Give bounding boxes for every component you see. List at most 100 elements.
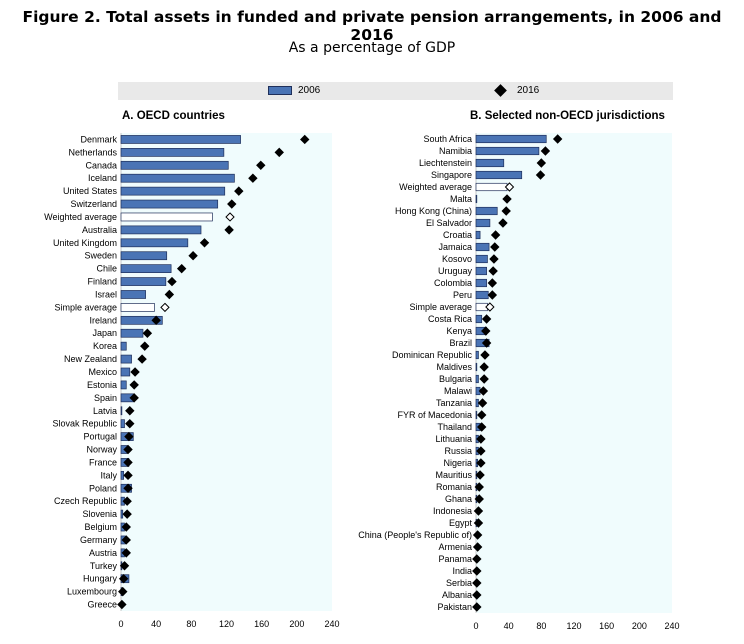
panel-a-category-label: Poland [89,483,117,493]
panel-b-category-label: Indonesia [433,506,472,516]
panel-a-category-label: New Zealand [64,354,117,364]
panel-a-marker-2016 [118,586,128,597]
panel-a-marker-2016 [129,380,139,390]
panel-a-x-tick-label: 0 [118,619,123,629]
panel-a-category-label: Czech Republic [54,496,118,506]
panel-a-marker-2016 [248,173,258,183]
panel-a-category-label: Estonia [87,380,117,390]
panel-a-category-label: Denmark [80,134,117,144]
panel-a-marker-2016 [121,535,131,545]
panel-a-marker-2016 [167,276,177,287]
panel-a-marker-2016 [121,548,131,558]
panel-a-title: A. OECD countries [122,110,225,122]
panel-a-marker-2016 [199,238,210,248]
panel-a-category-label: Switzerland [70,199,117,209]
panel-a-category-label: Israel [95,289,117,299]
panel-b-marker-2016 [552,134,563,144]
panel-a-bar-2006 [120,160,229,170]
panel-b-marker-2016 [477,422,487,432]
panel-b-marker-2016 [490,242,500,252]
panel-b-category-label: Singapore [431,170,472,180]
panel-b-title: B. Selected non-OECD jurisdictions [470,110,665,122]
panel-b-bar-2006 [475,314,483,324]
panel-b-category-label: Tanzania [436,398,472,408]
panel-a-marker-2016 [117,599,127,610]
panel-a-marker-2016 [227,199,237,209]
panel-b-marker-2016 [472,602,482,612]
panel-a-category-label: Weighted average [44,212,117,222]
panel-b-category-label: Kosovo [442,254,472,264]
panel-a-marker-2016 [119,561,130,571]
panel-b-marker-2016 [504,182,515,192]
panel-b-category-label: Thailand [437,422,472,432]
panel-b-category-label: Pakistan [437,602,472,612]
panel-b-marker-2016 [472,590,482,600]
panel-b-marker-2016 [481,314,492,324]
panel-a-category-label: Turkey [90,561,118,571]
panel-a-marker-2016 [225,212,235,222]
panel-b-bar-2006 [475,242,490,252]
panel-a-marker-2016 [118,573,129,584]
panel-a-marker-2016 [300,134,310,145]
panel-a-bar-2006 [120,199,219,209]
panel-b-category-label: China (People's Republic of) [358,530,472,540]
panel-a-bar-2006 [120,290,146,299]
panel-a-marker-2016 [142,328,153,338]
panel-b-marker-2016 [472,566,482,576]
panel-a-category-label: Spain [94,393,117,403]
legend-item-2006: 2006 [268,84,320,98]
panel-a-marker-2016 [125,418,135,429]
panel-b-marker-2016 [487,290,498,300]
panel-b-category-label: Lithuania [435,434,472,444]
panel-b-marker-2016 [501,206,511,216]
panel-b-category-label: Albania [442,590,472,600]
panel-b-marker-2016 [476,434,486,444]
panel-a-marker-2016 [129,393,139,403]
legend-label-2006: 2006 [298,85,321,96]
panel-b-bar-2006 [475,194,478,204]
panel-a-category-label: Ireland [89,315,117,325]
panel-a-category-label: Mexico [88,367,117,377]
panel-a-bar-2006 [120,238,189,248]
panel-a-category-label: Slovenia [82,509,117,519]
panel-a-category-label: United Kingdom [53,238,117,248]
panel-a-bar-2006 [120,148,225,157]
panel-b-bar-2006 [475,374,479,384]
panel-b-marker-2016 [540,146,551,156]
panel-a-bar-2006 [120,173,235,183]
panel-b-category-label: Colombia [434,278,472,288]
panel-b-marker-2016 [502,194,512,204]
panel-a-x-tick-label: 120 [219,619,234,629]
panel-b-category-label: Russia [444,446,472,456]
panel-a-category-label: Slovak Republic [52,419,117,429]
panel-b-bar-2006 [475,158,505,168]
panel-b-category-label: Serbia [446,578,472,588]
panel-b-bar-2006 [475,350,479,360]
panel-a-category-label: Austria [89,548,117,558]
legend-item-2016: 2016 [494,83,539,98]
panel-a-bar-2006 [120,251,168,261]
panel-b-marker-2016 [478,386,489,396]
panel-a-x-tick-label: 240 [324,619,339,629]
panel-b-category-label: Malta [450,194,472,204]
panel-b-category-label: Dominican Republic [392,350,473,360]
panel-b-category-label: Ghana [445,494,472,504]
panel-a-category-label: Italy [100,470,117,480]
panel-a-x-tick-label: 160 [254,619,269,629]
panel-b-category-label: Romania [436,482,472,492]
panel-a-bar-2006 [120,341,127,351]
panel-a-category-label: Hungary [83,574,118,584]
panel-b-category-label: Panama [438,554,472,564]
panel-a-marker-2016 [274,147,284,158]
panel-b-marker-2016 [481,338,492,348]
panel-b-marker-2016 [479,374,489,384]
panel-b-category-label: Malawi [444,386,472,396]
panel-a-category-label: Finland [87,277,117,287]
panel-b-marker-2016 [536,158,547,168]
panel-b-x-tick-label: 0 [473,621,478,631]
panel-b-marker-2016 [476,446,486,456]
panel-a-marker-2016 [125,406,135,416]
panel-a-marker-2016 [151,315,161,326]
panel-b-x-tick-label: 200 [632,621,647,631]
panel-a-bar-2006 [120,315,163,325]
